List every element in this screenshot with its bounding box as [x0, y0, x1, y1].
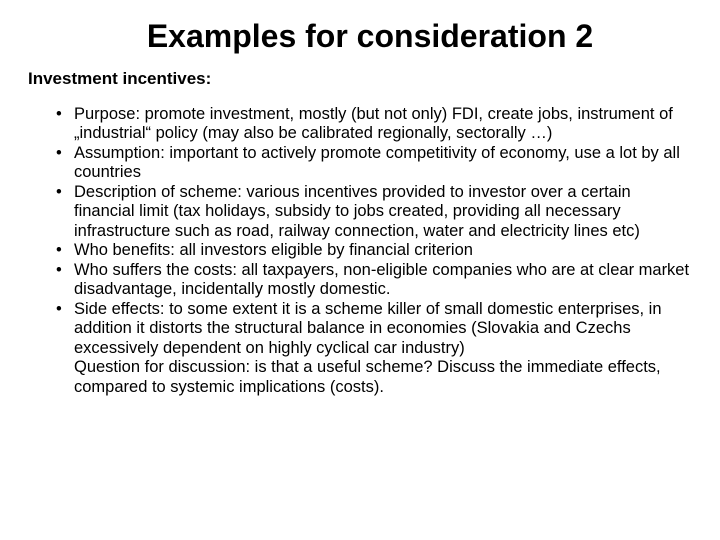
list-item: Description of scheme: various incentive… — [56, 183, 692, 241]
list-item: Who benefits: all investors eligible by … — [56, 241, 692, 260]
list-item: Purpose: promote investment, mostly (but… — [56, 105, 692, 144]
list-item: Who suffers the costs: all taxpayers, no… — [56, 261, 692, 300]
question-text: Question for discussion: is that a usefu… — [56, 358, 692, 397]
slide-title: Examples for consideration 2 — [28, 18, 692, 55]
list-item: Side effects: to some extent it is a sch… — [56, 300, 692, 358]
bullet-list: Purpose: promote investment, mostly (but… — [28, 105, 692, 397]
list-item: Assumption: important to actively promot… — [56, 144, 692, 183]
slide-subtitle: Investment incentives: — [28, 69, 692, 89]
